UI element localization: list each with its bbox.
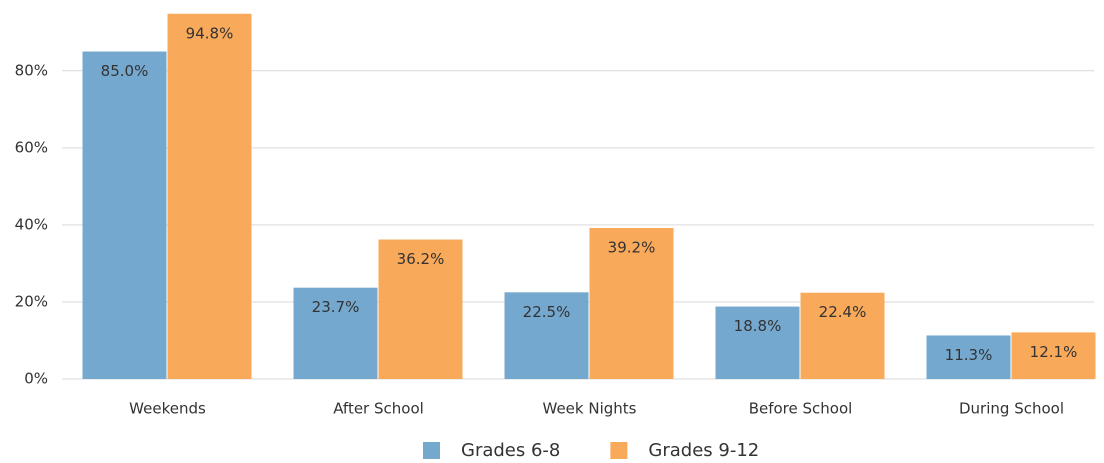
y-tick-label: 0% xyxy=(24,370,48,388)
value-label: 39.2% xyxy=(608,238,656,256)
value-label: 11.3% xyxy=(945,346,993,364)
bar xyxy=(293,287,378,379)
legend-swatch xyxy=(610,442,628,459)
bar xyxy=(167,13,252,379)
value-label: 23.7% xyxy=(312,298,360,316)
bar xyxy=(504,292,589,379)
x-tick-label: Before School xyxy=(749,400,853,418)
bar xyxy=(800,292,885,379)
x-tick-label: During School xyxy=(959,400,1064,418)
value-label: 18.8% xyxy=(734,317,782,335)
y-tick-label: 20% xyxy=(15,292,48,310)
value-label: 36.2% xyxy=(397,250,445,268)
x-tick-label: Week Nights xyxy=(543,400,637,418)
value-label: 12.1% xyxy=(1030,343,1078,361)
legend-swatch xyxy=(423,442,440,459)
legend-label: Grades 9-12 xyxy=(648,440,759,459)
bar xyxy=(82,51,167,380)
legend-label: Grades 6-8 xyxy=(461,440,560,459)
bar xyxy=(589,227,674,379)
bar xyxy=(1011,332,1096,379)
x-tick-label: After School xyxy=(333,400,424,418)
value-label: 94.8% xyxy=(186,24,234,42)
x-tick-label: Weekends xyxy=(129,400,206,418)
bar xyxy=(715,306,800,379)
y-tick-label: 80% xyxy=(15,61,48,79)
y-tick-label: 60% xyxy=(15,138,48,156)
value-label: 22.4% xyxy=(819,303,867,321)
y-tick-label: 40% xyxy=(15,215,48,233)
value-label: 85.0% xyxy=(101,62,149,80)
bar xyxy=(926,335,1011,379)
bar xyxy=(378,239,463,379)
value-label: 22.5% xyxy=(523,303,571,321)
